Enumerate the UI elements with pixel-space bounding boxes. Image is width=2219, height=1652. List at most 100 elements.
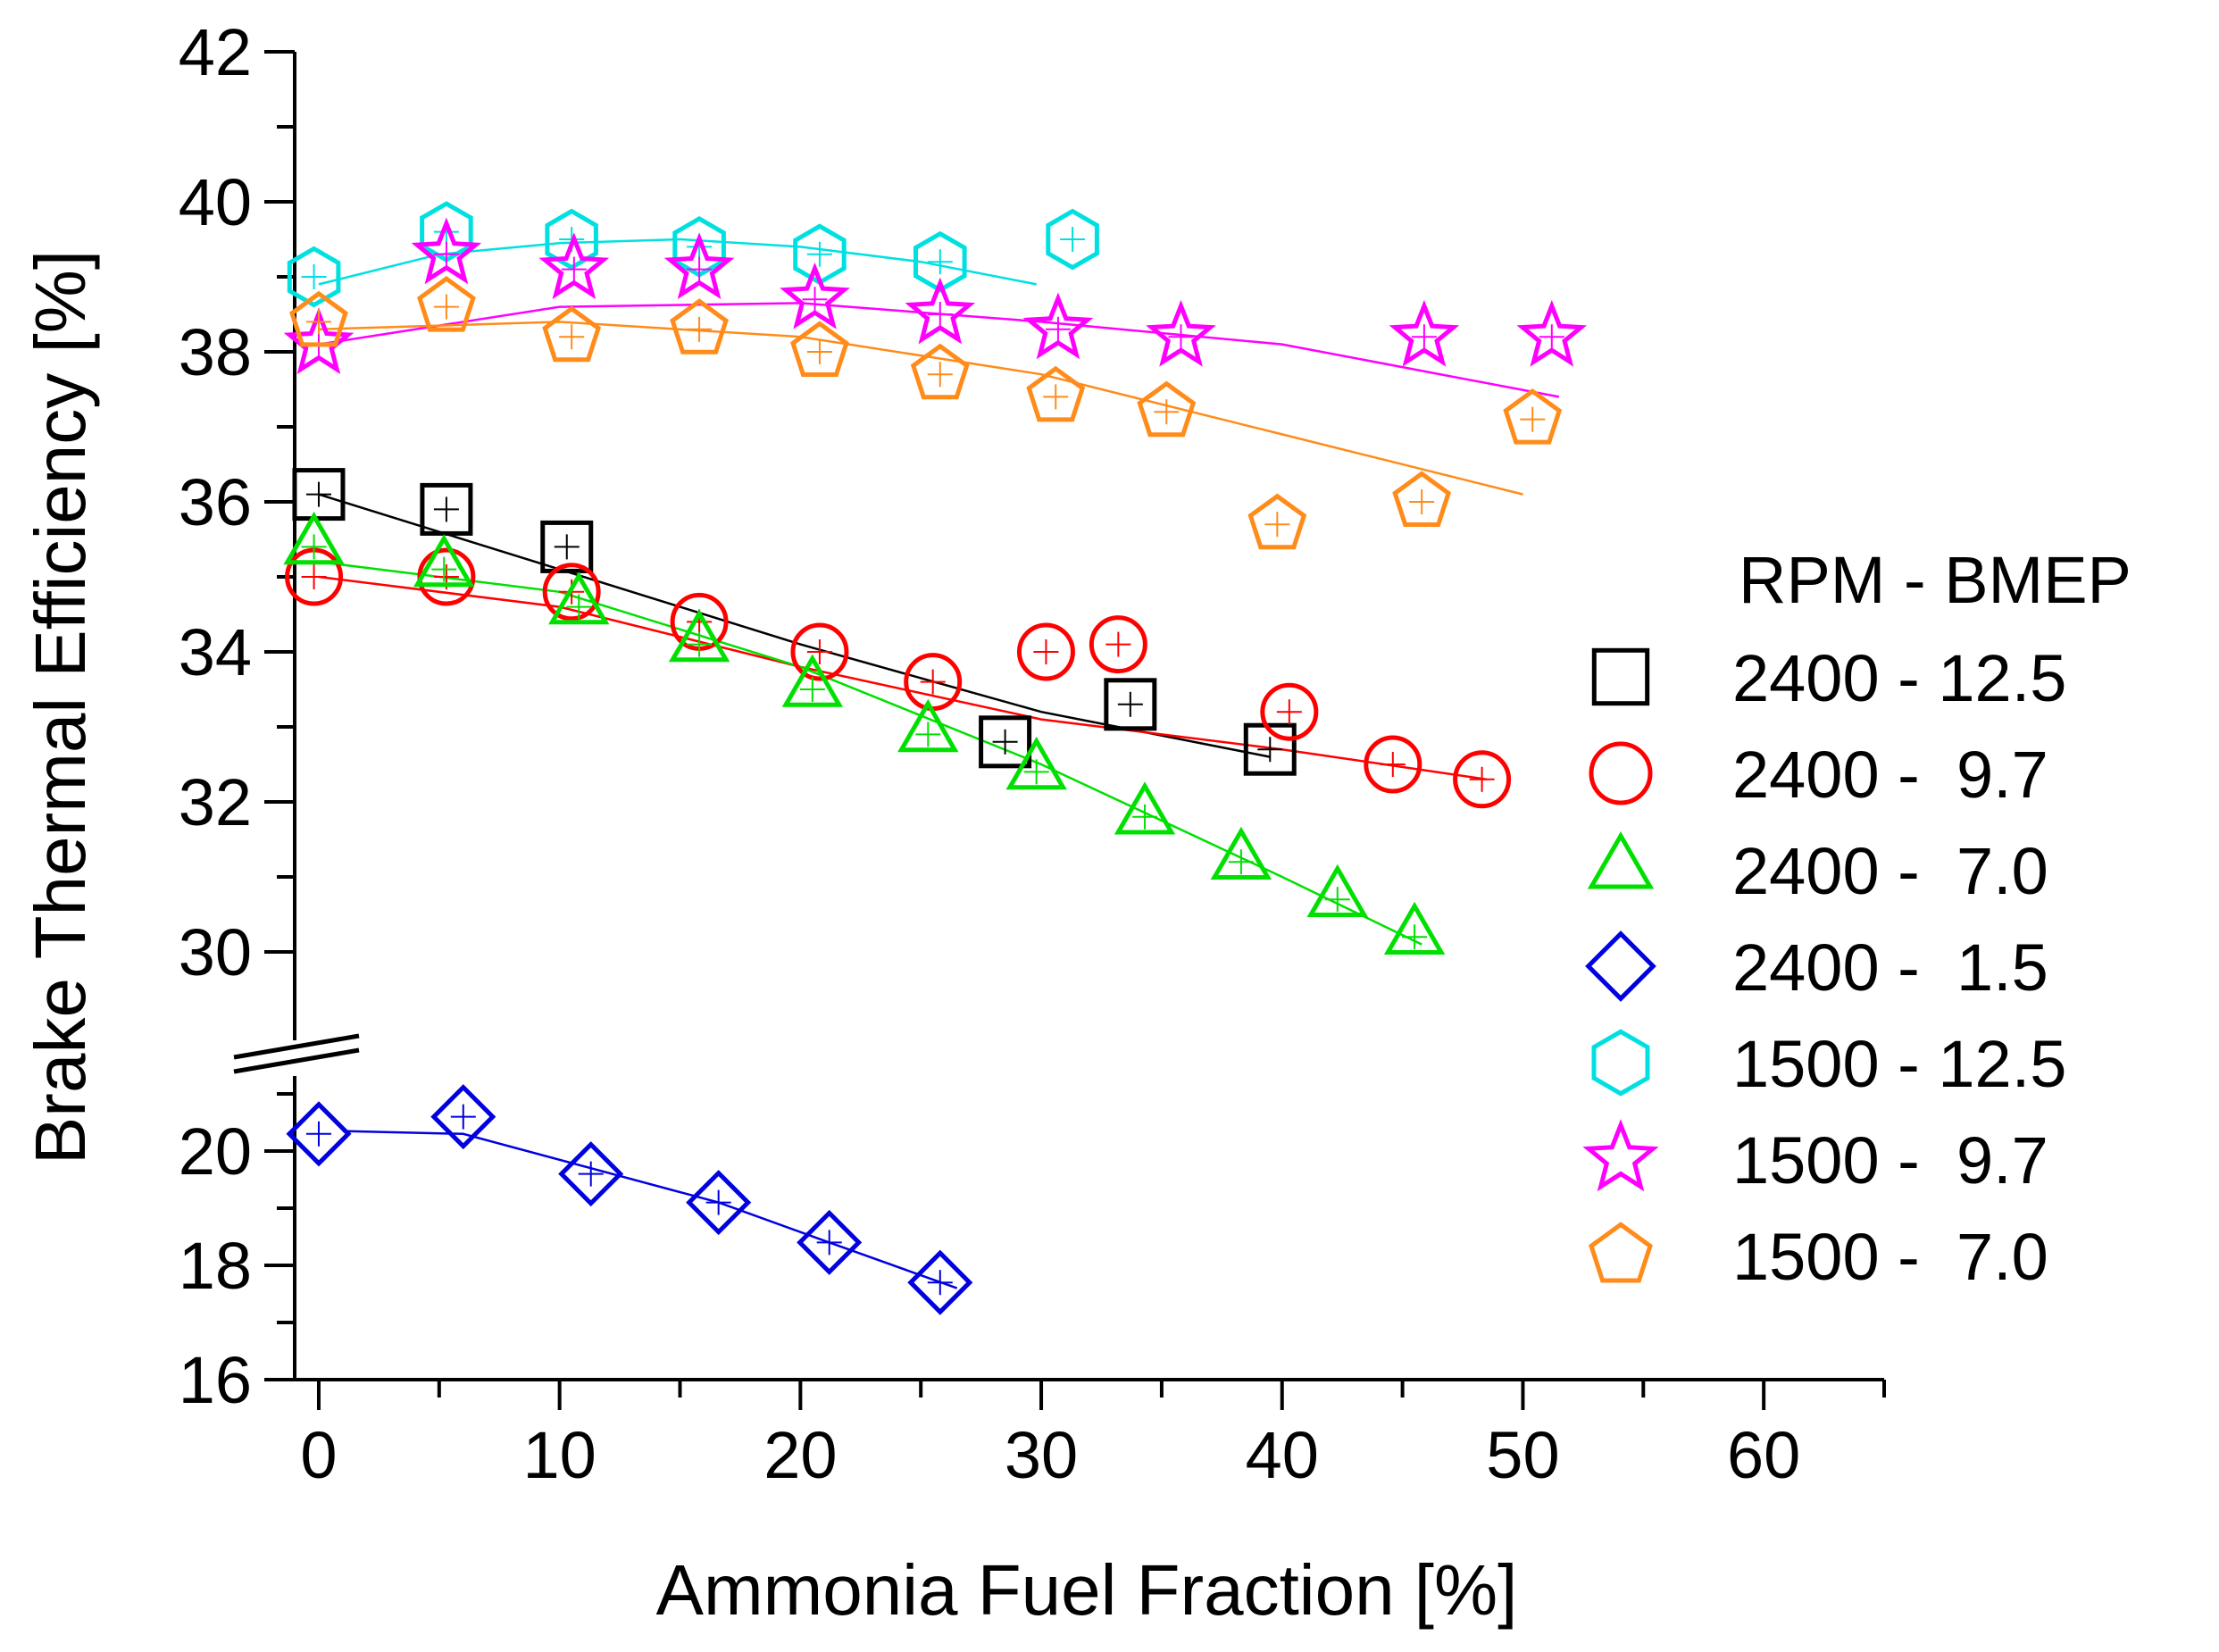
data-point bbox=[668, 609, 730, 663]
fit-curve bbox=[342, 1130, 958, 1289]
data-point bbox=[1243, 722, 1297, 776]
data-point bbox=[287, 246, 341, 308]
axis-break-mark bbox=[233, 1033, 360, 1060]
x-tick-label: 50 bbox=[1486, 1418, 1559, 1492]
marker bbox=[283, 511, 345, 565]
x-tick-label: 20 bbox=[763, 1418, 837, 1492]
marker bbox=[1137, 380, 1197, 438]
y-axis-ticks: 30 32 34 36 38 40 42 16 18 20 bbox=[179, 15, 295, 1417]
marker bbox=[1247, 493, 1307, 550]
marker bbox=[913, 230, 967, 293]
data-point bbox=[1016, 622, 1075, 681]
marker bbox=[905, 277, 976, 345]
x-tick-label: 30 bbox=[1005, 1418, 1078, 1492]
data-point bbox=[1114, 781, 1176, 835]
marker bbox=[548, 572, 610, 625]
data-point bbox=[1210, 826, 1272, 880]
marker bbox=[413, 534, 475, 588]
data-point bbox=[1306, 864, 1369, 917]
data-point bbox=[1026, 365, 1086, 422]
marker bbox=[430, 1084, 496, 1150]
data-point bbox=[1364, 735, 1422, 794]
x-axis-title: Ammonia Fuel Fraction [%] bbox=[656, 1550, 1518, 1630]
data-point bbox=[292, 468, 346, 521]
data-point bbox=[413, 534, 475, 588]
legend-marker bbox=[1591, 1029, 1650, 1097]
marker bbox=[663, 232, 735, 300]
data-point bbox=[904, 653, 963, 712]
marker bbox=[1306, 864, 1369, 917]
y-tick-label: 16 bbox=[179, 1343, 252, 1417]
data-point bbox=[907, 1249, 973, 1315]
data-point bbox=[1503, 388, 1563, 445]
y-tick-label: 34 bbox=[179, 615, 252, 689]
legend-marker bbox=[1585, 930, 1656, 1002]
fit-curve bbox=[318, 321, 1523, 496]
data-point bbox=[790, 321, 849, 377]
legend-label: 1500 - 7.0 bbox=[1732, 1220, 2048, 1294]
data-point bbox=[670, 298, 729, 355]
marker bbox=[287, 246, 341, 308]
data-point bbox=[910, 343, 970, 400]
x-tick-label: 0 bbox=[300, 1418, 337, 1492]
data-point bbox=[420, 482, 473, 536]
marker bbox=[542, 305, 602, 363]
data-point bbox=[1104, 678, 1157, 731]
legend-label: 1500 - 12.5 bbox=[1732, 1027, 2066, 1101]
data-point bbox=[1260, 682, 1319, 741]
marker bbox=[1016, 622, 1075, 681]
data-point bbox=[781, 654, 844, 707]
fit-curve bbox=[318, 302, 1560, 398]
marker bbox=[1392, 471, 1452, 527]
marker bbox=[289, 290, 348, 347]
data-points bbox=[283, 201, 1588, 1315]
data-point bbox=[913, 230, 967, 293]
marker bbox=[668, 609, 730, 663]
data-point bbox=[1022, 292, 1094, 360]
marker bbox=[1389, 299, 1460, 367]
legend: RPM - BMEP 2400 - 12.5 2400 - 9.7 2400 - 7… bbox=[1582, 543, 2131, 1294]
data-point bbox=[905, 277, 976, 345]
y-tick-label: 40 bbox=[179, 165, 252, 239]
data-point bbox=[1146, 299, 1216, 367]
legend-label: 2400 - 1.5 bbox=[1732, 930, 2048, 1005]
marker bbox=[1022, 292, 1094, 360]
data-point bbox=[286, 1101, 352, 1167]
x-axis-ticks: 0 10 20 30 40 50 60 bbox=[300, 1380, 1886, 1492]
data-point bbox=[558, 1141, 624, 1207]
legend-marker bbox=[1589, 741, 1653, 805]
marker bbox=[1453, 750, 1512, 809]
marker bbox=[907, 1249, 973, 1315]
marker bbox=[1516, 299, 1588, 367]
marker bbox=[1146, 299, 1216, 367]
marker bbox=[1383, 901, 1446, 955]
marker bbox=[897, 698, 959, 753]
data-point bbox=[663, 232, 735, 300]
data-point bbox=[1392, 471, 1452, 527]
y-tick-label: 18 bbox=[179, 1229, 252, 1303]
marker bbox=[542, 563, 601, 622]
data-point bbox=[1137, 380, 1197, 438]
data-point bbox=[1453, 750, 1512, 809]
marker bbox=[1089, 615, 1147, 674]
data-point bbox=[283, 511, 345, 565]
legend-marker bbox=[1587, 830, 1655, 889]
y-tick-label: 38 bbox=[179, 315, 252, 389]
marker bbox=[292, 468, 346, 521]
marker bbox=[558, 1141, 624, 1207]
marker bbox=[1114, 781, 1176, 835]
marker bbox=[420, 482, 473, 536]
legend-label: 1500 - 9.7 bbox=[1732, 1123, 2048, 1197]
data-point bbox=[548, 572, 610, 625]
marker bbox=[670, 298, 729, 355]
marker bbox=[411, 217, 482, 285]
data-point bbox=[542, 305, 602, 363]
y-tick-label: 36 bbox=[179, 465, 252, 539]
marker bbox=[417, 276, 476, 332]
marker bbox=[1503, 388, 1563, 445]
data-point bbox=[289, 290, 348, 347]
marker bbox=[286, 1101, 352, 1167]
data-point bbox=[1089, 615, 1147, 674]
marker bbox=[1046, 208, 1099, 271]
marker bbox=[979, 715, 1032, 769]
